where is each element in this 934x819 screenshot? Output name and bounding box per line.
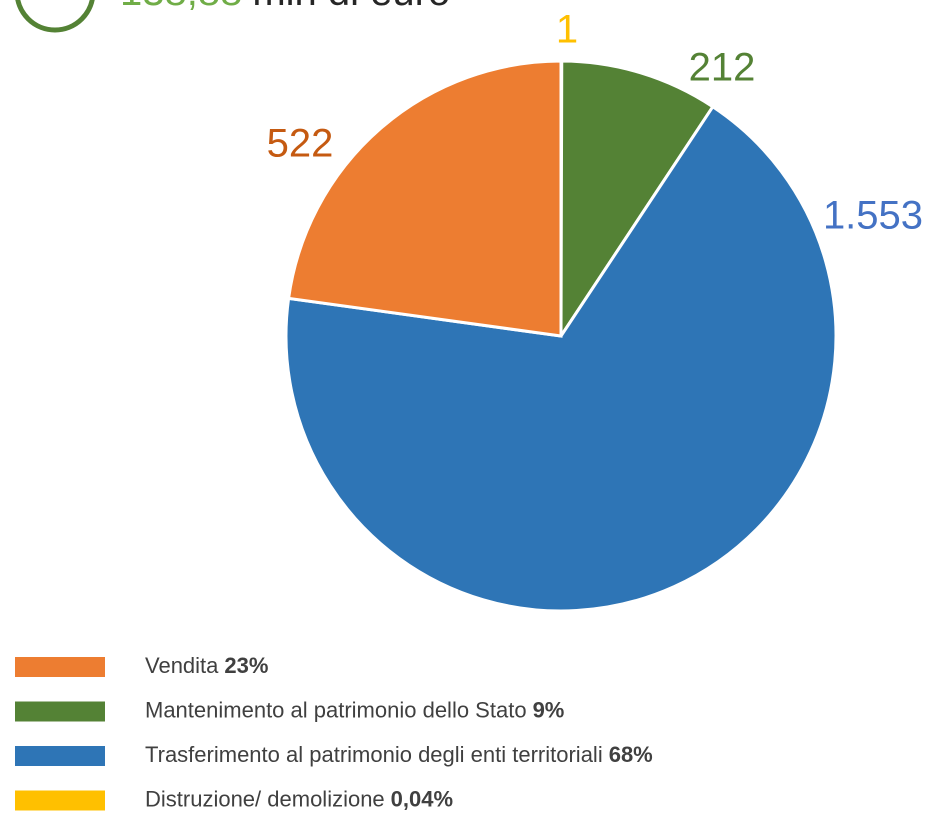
legend-percent: 23% [224,653,268,678]
data-label: 1 [556,8,578,52]
legend-label: Vendita 23% [145,653,268,678]
pie-slice [286,59,563,338]
legend-swatch [15,790,105,811]
title-icon [15,0,95,33]
legend-swatch [15,701,105,722]
title-unit: mln di euro [252,0,450,14]
legend-name: Mantenimento al patrimonio dello Stato [145,697,527,722]
title-amount: 138,88 [120,0,242,14]
pie-slice [284,104,838,613]
data-label: 522 [267,122,334,166]
chart-title: 138,88 mln di euro [120,0,450,14]
legend-swatch [15,746,105,766]
data-label: 212 [689,46,756,90]
legend-name: Distruzione/ demolizione [145,786,385,811]
data-label: 1.553 [823,194,923,238]
legend-swatch [15,657,105,677]
legend-percent: 0,04% [391,786,453,811]
legend-name: Trasferimento al patrimonio degli enti t… [145,742,603,767]
legend-name: Vendita [145,653,219,678]
legend-label: Mantenimento al patrimonio dello Stato 9% [145,697,564,722]
legend-percent: 68% [609,742,653,767]
pie-slice [559,59,715,342]
legend-label: Distruzione/ demolizione 0,04% [145,786,453,811]
legend-label: Trasferimento al patrimonio degli enti t… [145,742,653,767]
legend-percent: 9% [533,697,565,722]
